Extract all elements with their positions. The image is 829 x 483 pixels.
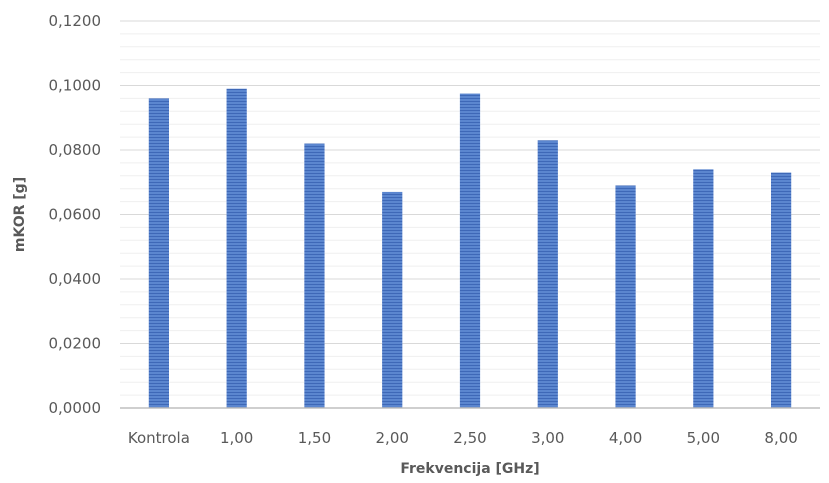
bar bbox=[382, 191, 403, 408]
bar bbox=[771, 172, 792, 408]
x-tick-label: 4,00 bbox=[609, 429, 642, 447]
x-tick-label: 1,50 bbox=[298, 429, 331, 447]
bar bbox=[459, 93, 481, 408]
bar bbox=[304, 143, 325, 409]
y-tick-label: 0,0400 bbox=[49, 270, 102, 288]
y-tick-label: 0,1200 bbox=[49, 12, 102, 30]
x-axis-title: Frekvencija [GHz] bbox=[400, 461, 539, 477]
x-tick-label: Kontrola bbox=[128, 429, 190, 447]
y-axis-tick-labels: 0,0000 0,0200 0,0400 0,0600 0,0800 0,1000 0,12… bbox=[49, 12, 102, 417]
bar bbox=[148, 98, 169, 409]
y-tick-label: 0,0000 bbox=[49, 399, 102, 417]
bars bbox=[148, 88, 792, 409]
x-axis-tick-labels: Kontrola 1,00 1,50 2,00 2,50 3,00 4,00 5,00 8,00 bbox=[128, 429, 798, 447]
y-axis-title: mKOR [g] bbox=[12, 177, 28, 252]
x-tick-label: 8,00 bbox=[764, 429, 797, 447]
bar bbox=[537, 140, 558, 408]
y-tick-label: 0,0800 bbox=[49, 141, 102, 159]
x-tick-label: 5,00 bbox=[687, 429, 720, 447]
x-tick-label: 3,00 bbox=[531, 429, 564, 447]
x-tick-label: 2,50 bbox=[453, 429, 486, 447]
x-tick-label: 1,00 bbox=[220, 429, 253, 447]
x-tick-label: 2,00 bbox=[376, 429, 409, 447]
bar bbox=[226, 88, 247, 408]
bar bbox=[615, 185, 636, 408]
y-tick-label: 0,0200 bbox=[49, 335, 102, 353]
y-tick-label: 0,0600 bbox=[49, 206, 102, 224]
bar bbox=[693, 169, 714, 408]
y-tick-label: 0,1000 bbox=[49, 77, 102, 95]
